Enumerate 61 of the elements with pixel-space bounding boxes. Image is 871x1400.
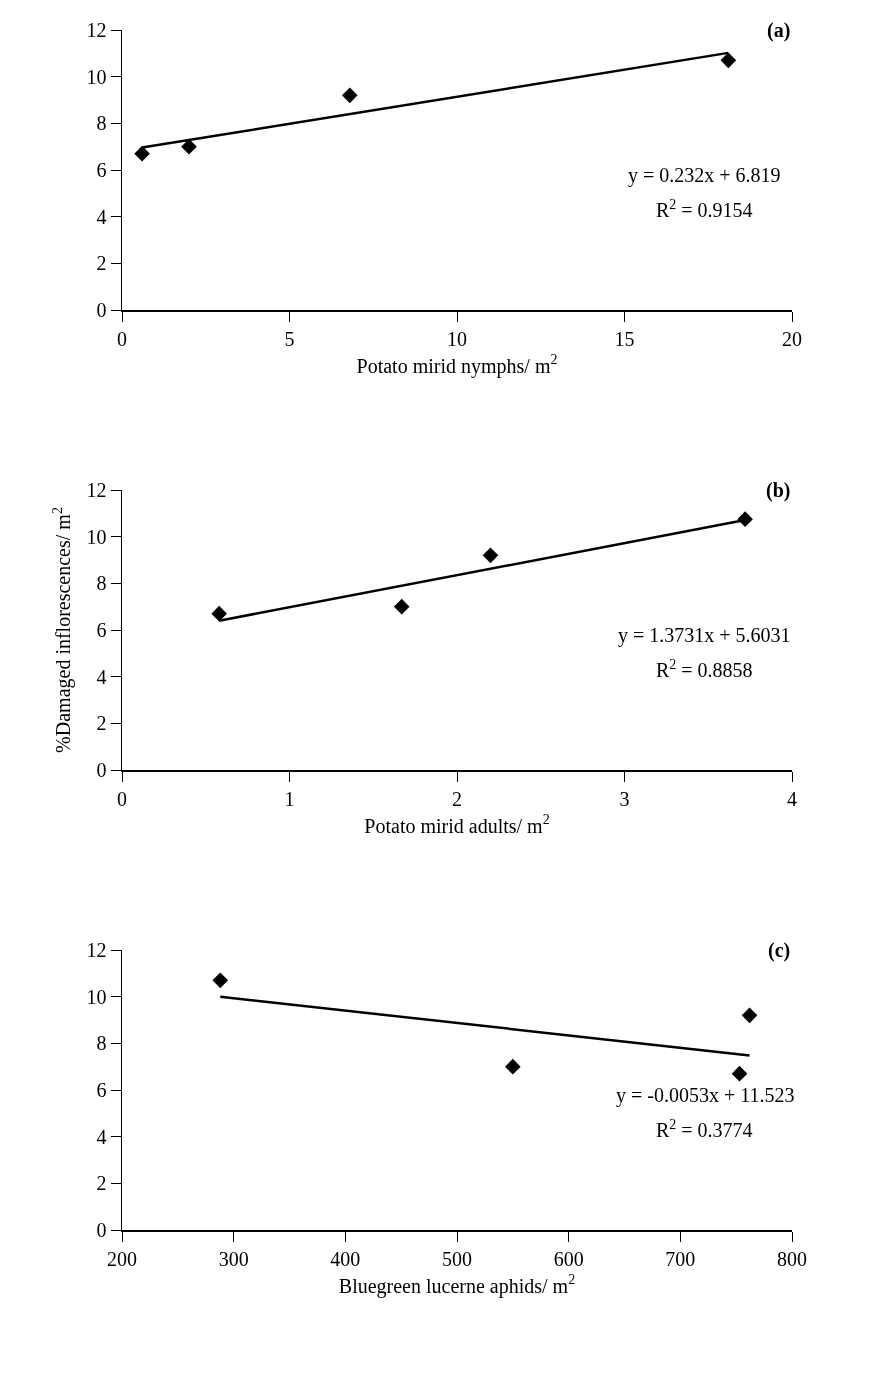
point	[212, 972, 229, 989]
x-axis-title: Potato mirid adults/ m$^{2}$	[364, 812, 550, 837]
point	[731, 1065, 748, 1082]
point	[393, 598, 410, 615]
x-tick-label: 4	[787, 787, 797, 810]
y-tick-label: 4	[96, 1125, 107, 1148]
x-tick-label: 300	[218, 1247, 249, 1270]
x-tick-label: 0	[117, 327, 127, 350]
x-tick-label: 0	[117, 787, 127, 810]
y-tick-label: 10	[86, 525, 107, 548]
x-axis-title: Bluegreen lucerne aphids/ m$^{2}$	[338, 1272, 576, 1298]
point	[720, 52, 737, 69]
annotation: (b)	[766, 479, 791, 502]
y-tick-label: 6	[96, 159, 107, 181]
x-axis-title: Potato mirid nymphs/ m$^{2}$	[356, 352, 558, 378]
x-tick-label: 5	[284, 327, 295, 350]
y-tick-label: 8	[96, 572, 107, 595]
x-tick-label: 700	[665, 1247, 696, 1270]
annotation: R$^{2}$ = 0.3774	[656, 1117, 753, 1142]
annotation: y = 0.232x + 6.819	[628, 164, 781, 187]
annotation: R$^{2}$ = 0.8858	[656, 657, 753, 682]
y-tick-label: 10	[86, 985, 107, 1008]
x-tick-label: 500	[442, 1247, 472, 1270]
y-tick-label: 0	[96, 299, 107, 321]
y-tick-label: 4	[96, 665, 107, 688]
point	[482, 547, 499, 564]
annotation: R$^{2}$ = 0.9154	[656, 197, 753, 222]
point	[181, 138, 197, 155]
point	[211, 605, 227, 622]
x-tick-label: 400	[330, 1247, 361, 1270]
y-tick-label: 8	[96, 112, 107, 135]
y-tick-label: 8	[96, 1032, 107, 1055]
x-tick-label: 2	[452, 787, 462, 810]
y-tick-label: 0	[96, 759, 107, 781]
point	[505, 1058, 521, 1075]
x-tick-label: 20	[782, 327, 802, 350]
y-tick-label: 6	[96, 619, 107, 641]
y-tick-label: 2	[96, 1172, 107, 1195]
x-tick-label: 200	[107, 1247, 137, 1270]
y-tick-label: 12	[86, 479, 107, 501]
y-tick-label: 0	[96, 1219, 107, 1241]
annotation: (a)	[767, 19, 791, 42]
y-tick-label: 2	[96, 712, 107, 735]
y-tick-label: 12	[86, 939, 107, 961]
annotation: (c)	[768, 939, 791, 962]
x-tick-label: 15	[614, 327, 635, 350]
y-tick-label: 6	[96, 1079, 107, 1101]
point	[134, 145, 150, 162]
point	[741, 1007, 758, 1024]
x-tick-label: 1	[284, 787, 295, 810]
x-tick-label: 10	[447, 327, 467, 350]
point	[342, 87, 358, 104]
annotation: y = 1.3731x + 5.6031	[618, 624, 791, 647]
y-tick-label: 2	[96, 252, 107, 275]
y-tick-label: 4	[96, 205, 107, 228]
annotation: y = -0.0053x + 11.523	[616, 1084, 795, 1107]
y-tick-label: 12	[86, 19, 107, 41]
x-tick-label: 800	[777, 1247, 807, 1270]
x-tick-label: 600	[553, 1247, 584, 1270]
y-tick-label: 10	[86, 65, 107, 88]
x-tick-label: 3	[619, 787, 630, 810]
